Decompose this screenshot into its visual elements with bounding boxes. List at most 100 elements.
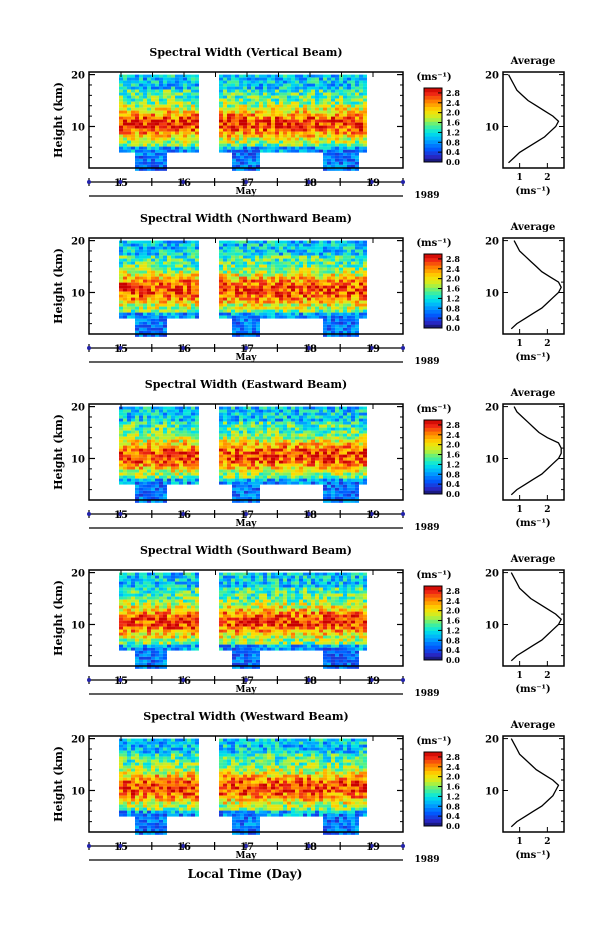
heatmap-cell (131, 475, 135, 479)
heatmap-cell (291, 77, 295, 81)
heatmap-cell (347, 312, 351, 316)
heatmap-cell (163, 276, 167, 280)
heatmap-cell (283, 255, 287, 259)
heatmap-cell (135, 300, 139, 304)
heatmap-cell (135, 445, 139, 449)
heatmap-cell (127, 291, 131, 295)
heatmap-cell (243, 433, 247, 437)
heatmap-cell (179, 309, 183, 313)
heatmap-cell (219, 240, 223, 244)
heatmap-cell (287, 110, 291, 114)
heatmap-cell (175, 418, 179, 422)
heatmap-cell (267, 125, 271, 129)
heatmap-cell (159, 86, 163, 90)
heatmap-cell (155, 110, 159, 114)
heatmap-cell (363, 291, 367, 295)
heatmap-cell (343, 430, 347, 434)
heatmap-cell (351, 86, 355, 90)
heatmap-cell (275, 412, 279, 416)
heatmap-cell (175, 143, 179, 147)
heatmap-cell (307, 240, 311, 244)
heatmap-cell (283, 312, 287, 316)
heatmap-cell (123, 481, 127, 485)
heatmap-cell (351, 445, 355, 449)
heatmap-cell (139, 158, 143, 162)
heatmap-cell (319, 312, 323, 316)
heatmap-cell (275, 77, 279, 81)
heatmap-cell (131, 255, 135, 259)
heatmap-cell (307, 424, 311, 428)
heatmap-cell (159, 469, 163, 473)
heatmap-cell (223, 309, 227, 313)
heatmap-cell (143, 104, 147, 108)
heatmap-cell (143, 80, 147, 84)
heatmap-cell (195, 436, 199, 440)
heatmap-cell (179, 409, 183, 413)
heatmap-cell (347, 288, 351, 292)
heatmap-cell (267, 270, 271, 274)
heatmap-cell (291, 297, 295, 301)
heatmap-cell (163, 246, 167, 250)
heatmap-cell (307, 291, 311, 295)
heatmap-cell (123, 255, 127, 259)
heatmap-cell (151, 439, 155, 443)
heatmap-cell (167, 288, 171, 292)
heatmap-cell (331, 279, 335, 283)
heatmap-cell (187, 101, 191, 105)
heatmap-cell (315, 475, 319, 479)
heatmap-cell (291, 472, 295, 476)
heatmap-cell (319, 80, 323, 84)
heatmap-cell (179, 86, 183, 90)
heatmap-cell (251, 460, 255, 464)
heatmap-cell (267, 424, 271, 428)
heatmap-cell (291, 433, 295, 437)
heatmap-cell (163, 412, 167, 416)
heatmap-cell (259, 430, 263, 434)
heatmap-cell (179, 98, 183, 102)
heatmap-cell (131, 442, 135, 446)
heatmap-cell (183, 261, 187, 265)
heatmap-cell (119, 424, 123, 428)
heatmap-cell (123, 246, 127, 250)
heatmap-cell (263, 409, 267, 413)
heatmap-cell (267, 279, 271, 283)
heatmap-cell (119, 433, 123, 437)
heatmap-cell (303, 279, 307, 283)
heatmap-cell (223, 273, 227, 277)
heatmap-cell (295, 258, 299, 262)
heatmap-cell (231, 252, 235, 256)
heatmap-cell (155, 83, 159, 87)
heatmap-cell (187, 312, 191, 316)
heatmap-cell (191, 252, 195, 256)
heatmap-cell (219, 98, 223, 102)
heatmap-cell (259, 451, 263, 455)
heatmap-cell (275, 273, 279, 277)
heatmap-cell (299, 279, 303, 283)
heatmap-cell (191, 406, 195, 410)
heatmap-cell (195, 312, 199, 316)
heatmap-cell (267, 107, 271, 111)
heatmap-cell (163, 285, 167, 289)
heatmap-cell (259, 110, 263, 114)
heatmap-cell (319, 267, 323, 271)
heatmap-cell (279, 469, 283, 473)
heatmap-cell (159, 297, 163, 301)
heatmap-cell (119, 466, 123, 470)
heatmap-cell (339, 421, 343, 425)
heatmap-cell (267, 261, 271, 265)
heatmap-cell (323, 406, 327, 410)
heatmap-cell (283, 273, 287, 277)
heatmap-cell (315, 261, 319, 265)
heatmap-cell (195, 460, 199, 464)
heatmap-cell (359, 406, 363, 410)
heatmap-cell (183, 131, 187, 135)
heatmap-cell (267, 249, 271, 253)
heatmap-cell (231, 122, 235, 126)
heatmap-cell (295, 442, 299, 446)
heatmap-cell (315, 303, 319, 307)
heatmap-cell (236, 158, 240, 162)
heatmap-cell (351, 92, 355, 96)
heatmap-cell (191, 258, 195, 262)
heatmap-cell (331, 101, 335, 105)
heatmap-cell (139, 406, 143, 410)
